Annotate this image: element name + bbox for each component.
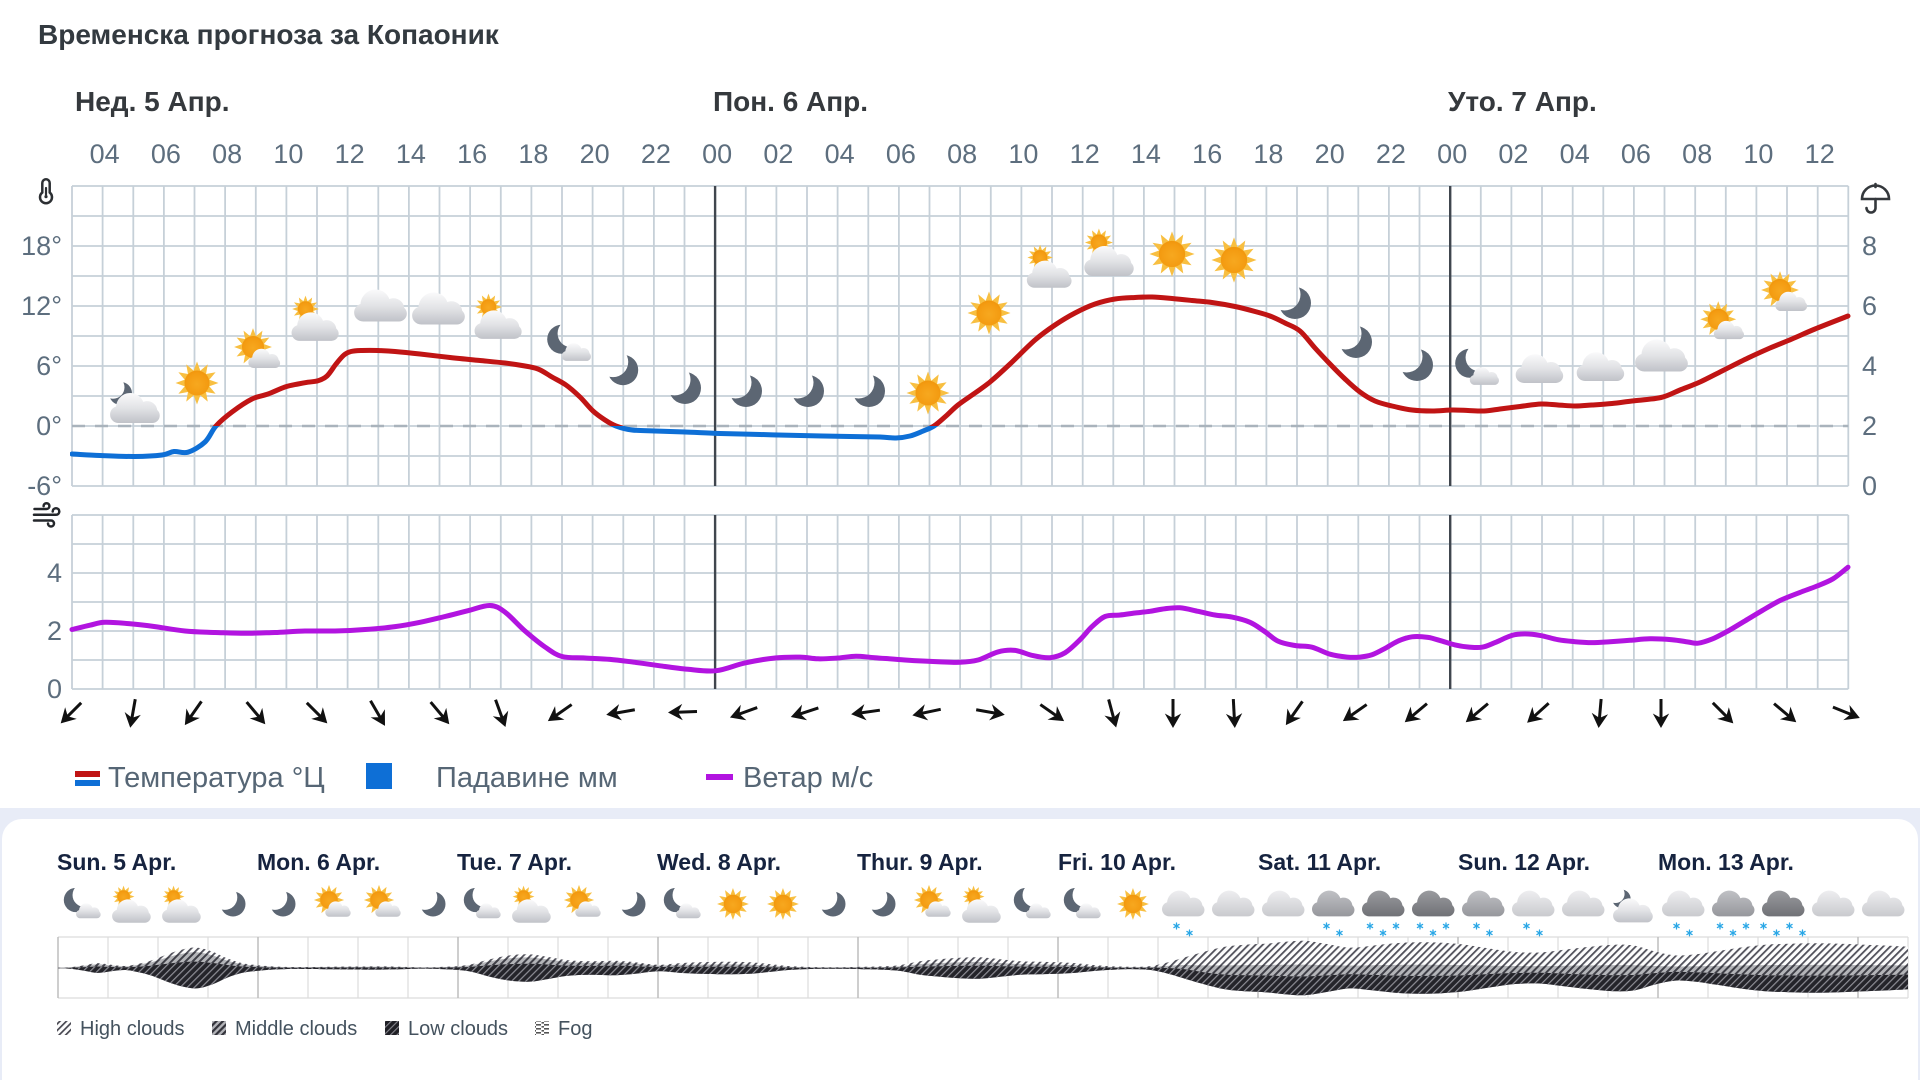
- svg-text:High clouds: High clouds: [80, 1018, 185, 1040]
- svg-text:20: 20: [1315, 139, 1345, 169]
- svg-text:10: 10: [1008, 139, 1038, 169]
- svg-text:Падавине мм: Падавине мм: [436, 762, 618, 794]
- svg-text:2: 2: [1862, 411, 1877, 441]
- svg-text:Нед. 5 Апр.: Нед. 5 Апр.: [75, 86, 230, 117]
- svg-text:14: 14: [1131, 139, 1161, 169]
- svg-text:14: 14: [396, 139, 426, 169]
- svg-text:02: 02: [763, 139, 793, 169]
- svg-text:Sun. 5 Apr.: Sun. 5 Apr.: [57, 849, 176, 875]
- svg-text:06: 06: [151, 139, 181, 169]
- svg-text:12: 12: [1805, 139, 1835, 169]
- svg-text:Mon. 13 Apr.: Mon. 13 Apr.: [1658, 849, 1794, 875]
- svg-text:Middle clouds: Middle clouds: [235, 1018, 357, 1040]
- svg-text:8: 8: [1862, 231, 1877, 261]
- svg-text:Sat. 11 Apr.: Sat. 11 Apr.: [1258, 849, 1381, 875]
- svg-text:18: 18: [518, 139, 548, 169]
- svg-text:00: 00: [1437, 139, 1467, 169]
- svg-text:Пон. 6 Апр.: Пон. 6 Апр.: [713, 86, 868, 117]
- svg-text:06: 06: [886, 139, 916, 169]
- svg-text:0: 0: [47, 674, 62, 704]
- svg-text:08: 08: [1682, 139, 1712, 169]
- svg-text:16: 16: [1192, 139, 1222, 169]
- svg-text:Временска прогноза за Копаоник: Временска прогноза за Копаоник: [38, 19, 500, 50]
- svg-text:Thur. 9 Apr.: Thur. 9 Apr.: [857, 849, 983, 875]
- svg-text:Low clouds: Low clouds: [408, 1018, 508, 1040]
- svg-text:16: 16: [457, 139, 487, 169]
- svg-text:6: 6: [1862, 291, 1877, 321]
- svg-text:Fog: Fog: [558, 1018, 592, 1040]
- svg-text:6°: 6°: [36, 351, 62, 381]
- svg-text:12: 12: [1070, 139, 1100, 169]
- svg-text:06: 06: [1621, 139, 1651, 169]
- svg-text:10: 10: [1743, 139, 1773, 169]
- svg-text:18: 18: [1253, 139, 1283, 169]
- svg-text:08: 08: [212, 139, 242, 169]
- svg-text:Ветар м/с: Ветар м/с: [743, 762, 873, 794]
- svg-text:4: 4: [47, 558, 62, 588]
- svg-text:4: 4: [1862, 351, 1877, 381]
- svg-text:02: 02: [1498, 139, 1528, 169]
- svg-text:Mon. 6 Apr.: Mon. 6 Apr.: [257, 849, 380, 875]
- svg-text:08: 08: [947, 139, 977, 169]
- svg-text:Tue. 7 Apr.: Tue. 7 Apr.: [457, 849, 572, 875]
- svg-text:20: 20: [580, 139, 610, 169]
- svg-text:18°: 18°: [21, 231, 62, 261]
- svg-text:00: 00: [702, 139, 732, 169]
- svg-text:Fri. 10 Apr.: Fri. 10 Apr.: [1058, 849, 1176, 875]
- svg-text:04: 04: [825, 139, 855, 169]
- svg-text:22: 22: [1376, 139, 1406, 169]
- svg-text:22: 22: [641, 139, 671, 169]
- svg-text:Sun. 12 Apr.: Sun. 12 Apr.: [1458, 849, 1590, 875]
- svg-text:04: 04: [1560, 139, 1590, 169]
- svg-text:12: 12: [335, 139, 365, 169]
- svg-text:04: 04: [90, 139, 120, 169]
- svg-text:12°: 12°: [21, 291, 62, 321]
- svg-text:Wed. 8 Apr.: Wed. 8 Apr.: [657, 849, 781, 875]
- svg-text:-6°: -6°: [27, 471, 62, 501]
- svg-text:2: 2: [47, 616, 62, 646]
- svg-text:Температура °Ц: Температура °Ц: [108, 762, 325, 794]
- svg-text:10: 10: [273, 139, 303, 169]
- svg-text:Уто. 7 Апр.: Уто. 7 Апр.: [1448, 86, 1597, 117]
- svg-text:0: 0: [1862, 471, 1877, 501]
- svg-text:0°: 0°: [36, 411, 62, 441]
